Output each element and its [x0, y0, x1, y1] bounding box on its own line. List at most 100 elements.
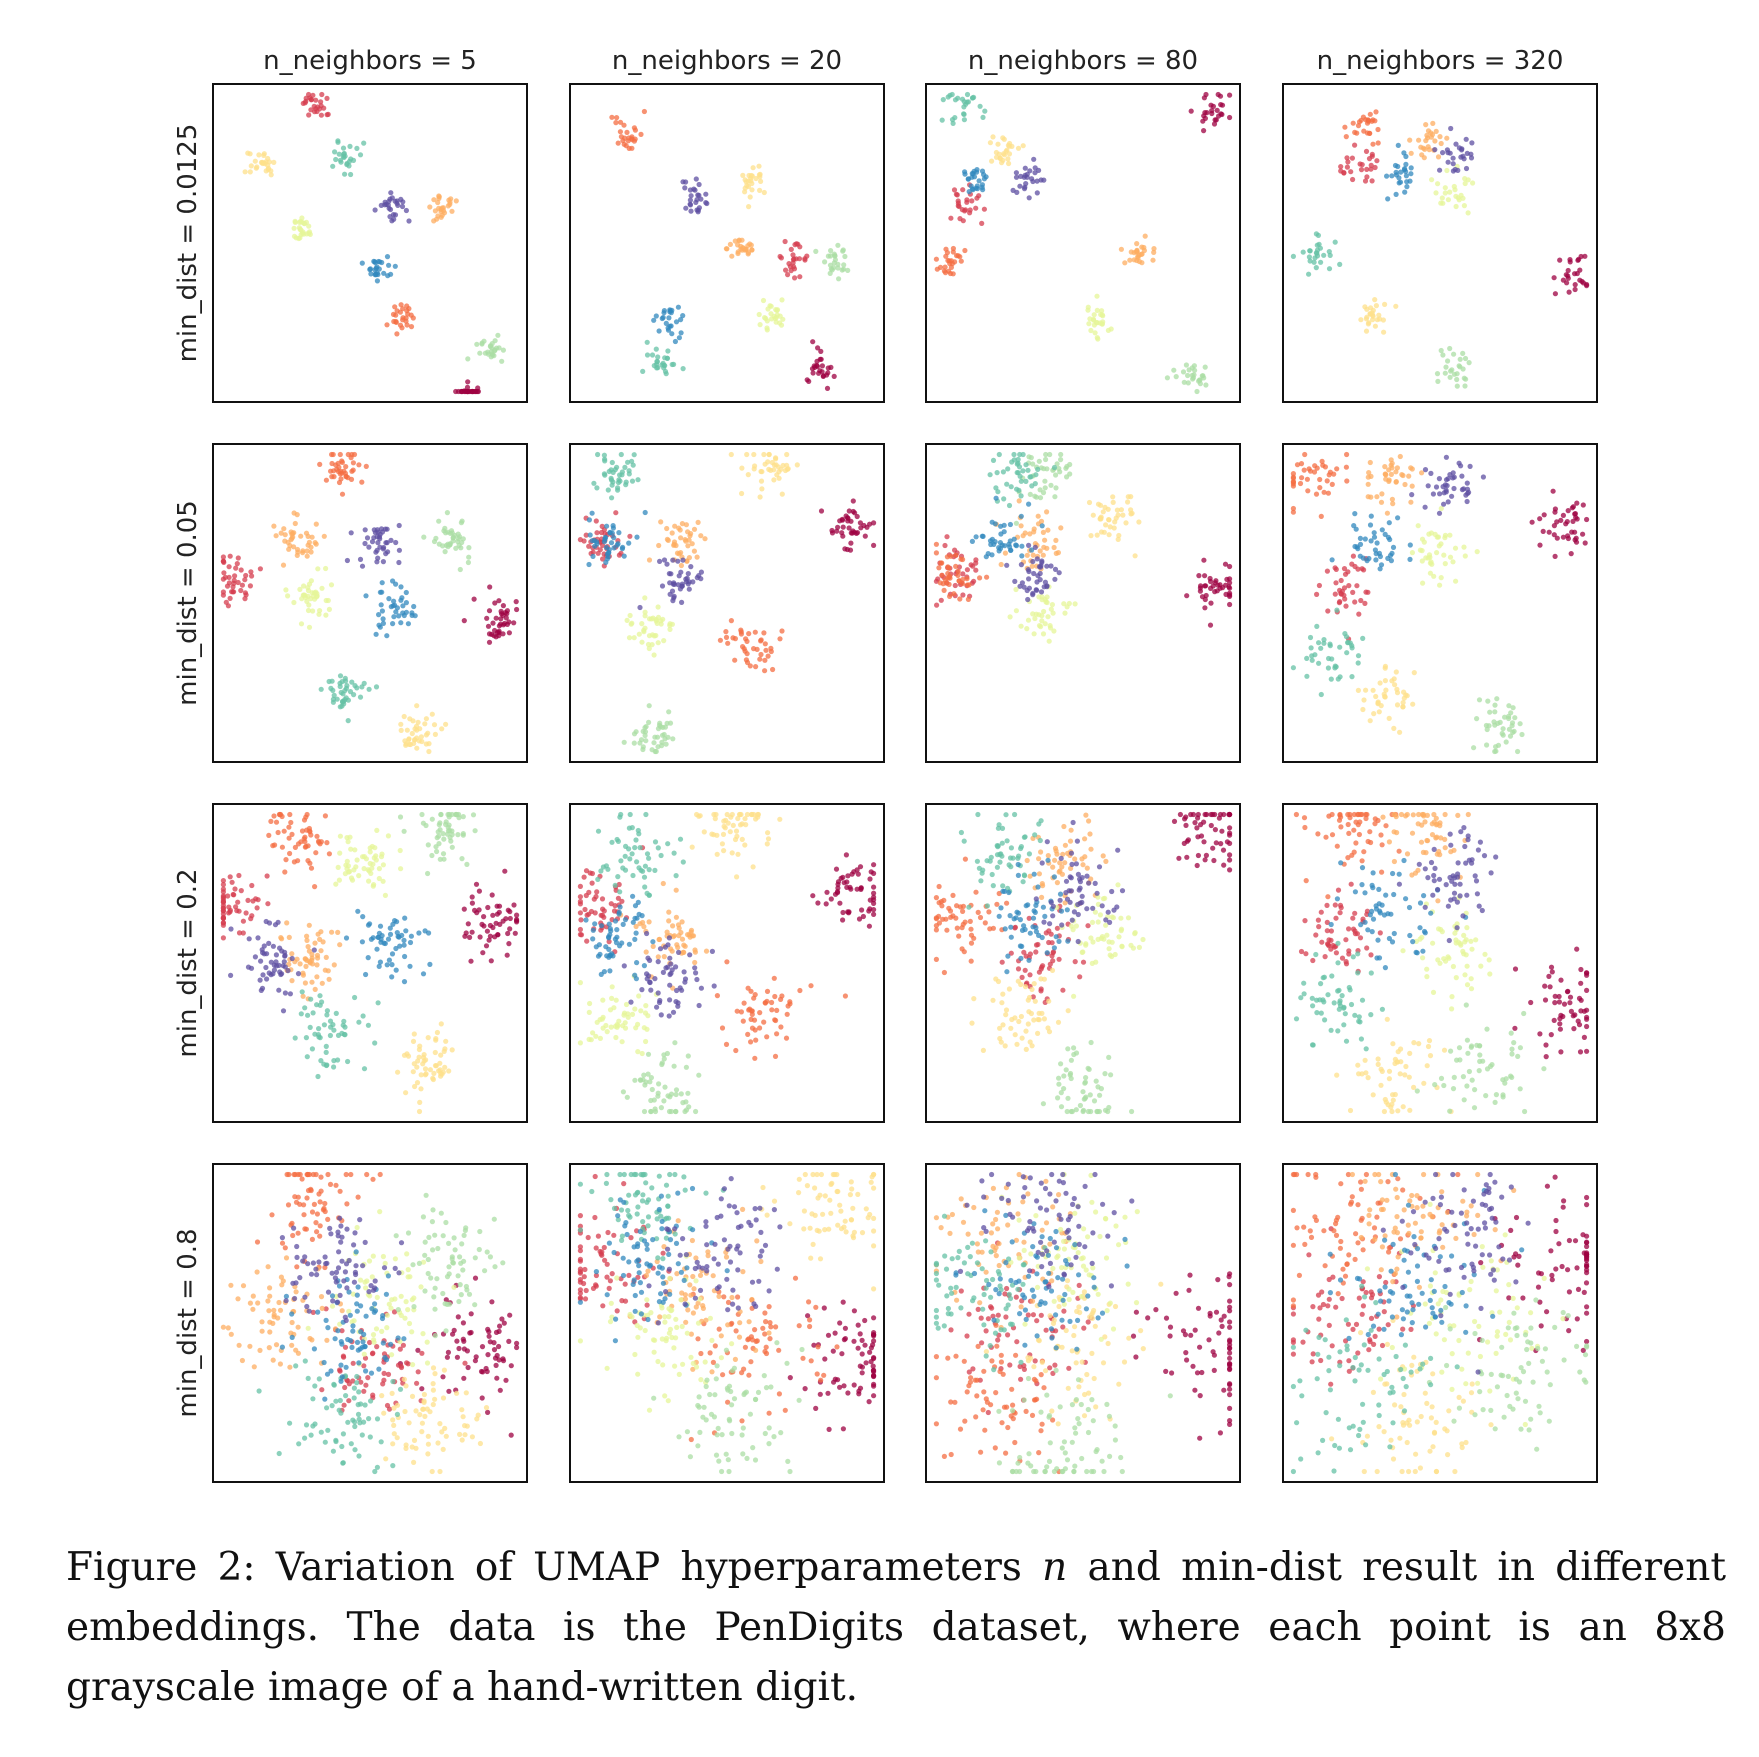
point — [658, 618, 664, 624]
point — [680, 557, 686, 563]
point — [1386, 477, 1392, 483]
point — [1397, 453, 1403, 460]
point — [698, 569, 704, 575]
point — [631, 635, 637, 641]
point — [1210, 103, 1216, 109]
point — [1431, 811, 1437, 818]
point — [1094, 532, 1100, 538]
point — [380, 620, 386, 626]
point — [1403, 161, 1409, 167]
point — [1325, 490, 1331, 496]
point — [254, 905, 260, 911]
point — [402, 953, 408, 960]
point — [732, 238, 738, 244]
point — [1382, 301, 1388, 307]
point — [1321, 640, 1327, 646]
point — [1366, 156, 1373, 162]
point — [1015, 460, 1021, 466]
point — [948, 215, 954, 221]
point — [975, 811, 981, 818]
point — [1151, 249, 1157, 255]
point — [1384, 173, 1390, 179]
point — [377, 923, 384, 929]
point — [682, 185, 688, 191]
point — [1050, 610, 1056, 616]
point — [613, 997, 619, 1003]
point — [1033, 929, 1039, 935]
point — [1173, 374, 1179, 380]
point — [586, 543, 592, 549]
point — [372, 272, 378, 278]
point — [768, 303, 774, 309]
point — [709, 948, 715, 954]
point — [1035, 1016, 1041, 1023]
point — [459, 539, 465, 546]
point — [1125, 915, 1132, 921]
point — [425, 870, 431, 877]
point — [1484, 1026, 1490, 1032]
point — [1338, 860, 1344, 866]
point — [662, 368, 669, 375]
point — [592, 910, 598, 916]
point — [1017, 473, 1023, 479]
point — [1568, 551, 1574, 557]
point — [995, 141, 1001, 147]
point — [1069, 917, 1075, 923]
point — [337, 850, 343, 856]
point — [1407, 1107, 1413, 1113]
point — [772, 1017, 778, 1023]
point — [1108, 1072, 1114, 1078]
point — [1449, 994, 1455, 1000]
scatter-plot-r1-c0 — [220, 451, 520, 755]
point — [304, 548, 310, 554]
point — [855, 871, 861, 877]
point — [404, 303, 410, 309]
point — [301, 583, 307, 589]
point — [232, 573, 238, 579]
point — [995, 489, 1001, 495]
point — [284, 920, 290, 926]
point — [1060, 987, 1066, 993]
point — [1346, 951, 1352, 957]
point — [1337, 812, 1343, 818]
point — [589, 510, 595, 516]
point — [1377, 930, 1383, 936]
point — [831, 251, 837, 257]
point — [1450, 1086, 1457, 1092]
point — [365, 955, 371, 961]
point — [749, 1011, 755, 1017]
point — [507, 1312, 513, 1318]
point — [1359, 1071, 1365, 1077]
point — [1452, 881, 1458, 887]
point — [1304, 673, 1310, 679]
point — [606, 954, 612, 960]
point — [1557, 1021, 1563, 1027]
point — [666, 315, 672, 321]
point — [687, 934, 693, 940]
point — [1434, 834, 1440, 840]
point — [293, 235, 299, 241]
point — [1458, 463, 1464, 469]
point — [291, 599, 297, 606]
point — [622, 464, 628, 470]
point — [357, 152, 364, 158]
point — [387, 925, 393, 931]
point — [477, 934, 483, 940]
point — [1373, 303, 1379, 309]
point — [675, 1003, 681, 1009]
point — [1352, 142, 1358, 148]
point — [366, 878, 372, 884]
point — [1433, 128, 1439, 134]
point — [256, 152, 262, 158]
point — [733, 1047, 739, 1054]
point — [1431, 573, 1437, 579]
point — [1575, 257, 1581, 263]
point — [833, 866, 840, 872]
point — [820, 373, 826, 379]
point — [286, 835, 292, 841]
cluster-digit-0 — [818, 498, 877, 553]
point — [1406, 473, 1412, 479]
point — [359, 563, 366, 569]
point — [1036, 1010, 1042, 1016]
point — [422, 721, 428, 727]
